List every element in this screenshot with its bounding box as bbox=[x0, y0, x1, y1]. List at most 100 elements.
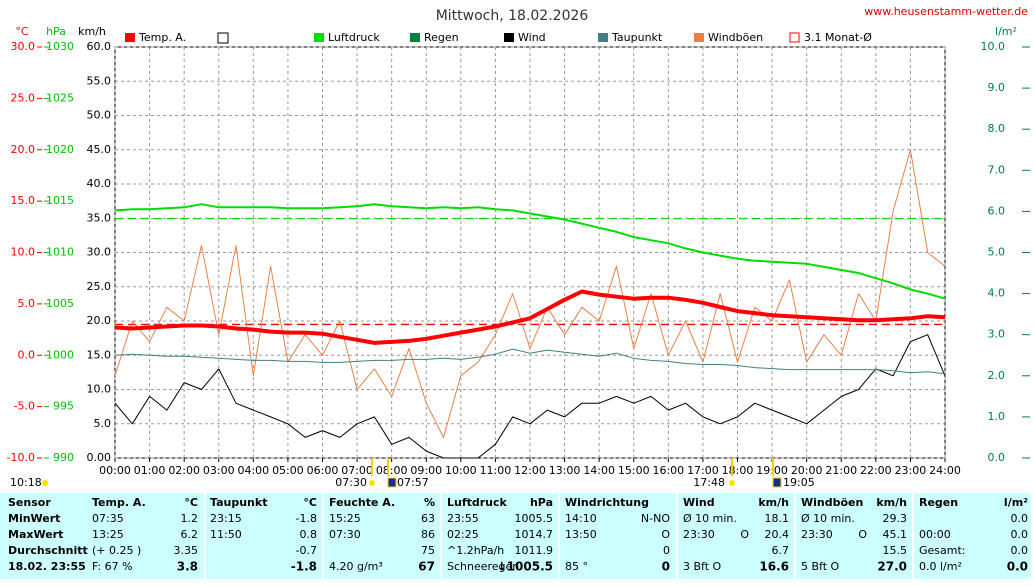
table-header: Windrichtung bbox=[565, 496, 649, 509]
x-tick-label: 12:00 bbox=[514, 464, 546, 477]
temp-tick-label: 5.0 bbox=[18, 297, 36, 310]
row-label: 18.02. 23:55 bbox=[8, 560, 86, 573]
y-tick-label: 40.0 bbox=[87, 177, 112, 190]
temp-tick-label: 25.0 bbox=[11, 91, 36, 104]
temp-unit: °C bbox=[15, 25, 29, 38]
hpa-tick-label: 995 bbox=[53, 400, 74, 413]
annotation: 19:05 bbox=[783, 476, 815, 489]
cell-label: Ø 10 min. bbox=[801, 512, 855, 525]
legend-box bbox=[217, 32, 229, 44]
x-tick-label: 05:00 bbox=[272, 464, 304, 477]
temp-tick-label: 0.0 bbox=[18, 348, 36, 361]
cell-label: 07:35 bbox=[92, 512, 124, 525]
cell-label: 85 ° bbox=[565, 560, 588, 573]
cell-label: 13:50 bbox=[565, 528, 597, 541]
x-tick-label: 24:00 bbox=[929, 464, 961, 477]
y-tick-label: 55.0 bbox=[87, 74, 112, 87]
annotation: 07:57 bbox=[397, 476, 429, 489]
y2-tick-label: 0.0 bbox=[988, 451, 1006, 464]
x-tick-label: 02:00 bbox=[168, 464, 200, 477]
cell-value: 0.0 bbox=[1011, 544, 1029, 557]
cell-value: 1014.7 bbox=[515, 528, 554, 541]
cell-value: 1005.5 bbox=[515, 512, 554, 525]
legend-label: Windböen bbox=[708, 31, 763, 44]
cell-value: 29.3 bbox=[883, 512, 908, 525]
x-tick-label: 17:00 bbox=[687, 464, 719, 477]
legend-swatch bbox=[504, 33, 514, 42]
table-header: Temp. A. bbox=[92, 496, 146, 509]
cell-label: 23:30 bbox=[801, 528, 833, 541]
y2-tick-label: 6.0 bbox=[988, 204, 1006, 217]
x-tick-label: 04:00 bbox=[237, 464, 269, 477]
cell-value: N-NO bbox=[641, 512, 670, 525]
y-tick-label: 10.0 bbox=[87, 383, 112, 396]
cell-value: 3.8 bbox=[177, 560, 198, 574]
legend-label: Regen bbox=[424, 31, 459, 44]
y-tick-label: 30.0 bbox=[87, 246, 112, 259]
cell-value: 63 bbox=[421, 512, 435, 525]
table-header: Sensor bbox=[8, 496, 51, 509]
y-tick-label: 60.0 bbox=[87, 40, 112, 53]
temp-tick-label: -5.0 bbox=[14, 400, 35, 413]
legend-label: Temp. A. bbox=[138, 31, 186, 44]
cell-label: 23:55 bbox=[447, 512, 479, 525]
cell-label: 5 Bft O bbox=[801, 560, 840, 573]
x-tick-label: 06:00 bbox=[307, 464, 339, 477]
cell-value: 0 bbox=[663, 544, 670, 557]
hpa-tick-label: 1000 bbox=[46, 348, 74, 361]
cell-label: 23:15 bbox=[210, 512, 242, 525]
cell-label: ^1.2hPa/h bbox=[447, 544, 504, 557]
legend-swatch bbox=[694, 33, 704, 42]
y-tick-label: 35.0 bbox=[87, 211, 112, 224]
cell-value: 27.0 bbox=[877, 560, 907, 574]
cell-label: 14:10 bbox=[565, 512, 597, 525]
annotation: 07:30 bbox=[335, 476, 367, 489]
cell-value: 6.2 bbox=[181, 528, 199, 541]
temp-tick-label: 10.0 bbox=[11, 246, 36, 259]
series-line bbox=[114, 203, 946, 300]
rain-unit: l/m² bbox=[995, 25, 1017, 38]
cell-value: 0 bbox=[662, 560, 670, 574]
cell-label: 23:30 bbox=[683, 528, 715, 541]
sun-icon bbox=[369, 480, 375, 486]
cell-value: -1.8 bbox=[291, 560, 317, 574]
row-label: MaxWert bbox=[8, 528, 63, 541]
cell-label: 02:25 bbox=[447, 528, 479, 541]
cell-value: 45.1 bbox=[883, 528, 908, 541]
series-line bbox=[114, 334, 946, 459]
cell-value: 0.0 bbox=[1011, 528, 1029, 541]
y2-tick-label: 1.0 bbox=[988, 410, 1006, 423]
table-header: Regen bbox=[919, 496, 958, 509]
cell-value: 15.5 bbox=[883, 544, 908, 557]
x-tick-label: 13:00 bbox=[549, 464, 581, 477]
source-link: www.heusenstamm-wetter.de bbox=[864, 5, 1028, 18]
hpa-tick-label: 1015 bbox=[46, 194, 74, 207]
cell-label: 11:50 bbox=[210, 528, 242, 541]
legend-swatch bbox=[125, 33, 135, 42]
legend-label: 3.1 Monat-Ø bbox=[804, 31, 872, 44]
moon-icon bbox=[387, 477, 397, 488]
table-header-unit: % bbox=[424, 496, 435, 509]
x-tick-label: 16:00 bbox=[652, 464, 684, 477]
row-label: MinWert bbox=[8, 512, 60, 525]
cell-value: O bbox=[661, 528, 670, 541]
cell-label: 15:25 bbox=[329, 512, 361, 525]
y2-tick-label: 2.0 bbox=[988, 369, 1006, 382]
legend-swatch bbox=[789, 32, 800, 43]
y-tick-label: 15.0 bbox=[87, 348, 112, 361]
x-tick-label: 01:00 bbox=[134, 464, 166, 477]
cell-value: -0.7 bbox=[296, 544, 317, 557]
cell-label: Schneeregen bbox=[447, 560, 519, 573]
cell-value: 16.6 bbox=[759, 560, 789, 574]
y2-tick-label: 3.0 bbox=[988, 328, 1006, 341]
cell-value: 0.8 bbox=[300, 528, 318, 541]
cell-mid: O bbox=[858, 528, 867, 541]
hpa-tick-label: 1030 bbox=[46, 40, 74, 53]
cell-value: 0.0 bbox=[1007, 560, 1028, 574]
cell-value: 1.2 bbox=[181, 512, 199, 525]
x-tick-label: 03:00 bbox=[203, 464, 235, 477]
table-header: Feuchte A. bbox=[329, 496, 395, 509]
cell-mid: O bbox=[740, 528, 749, 541]
cell-value: 86 bbox=[421, 528, 435, 541]
